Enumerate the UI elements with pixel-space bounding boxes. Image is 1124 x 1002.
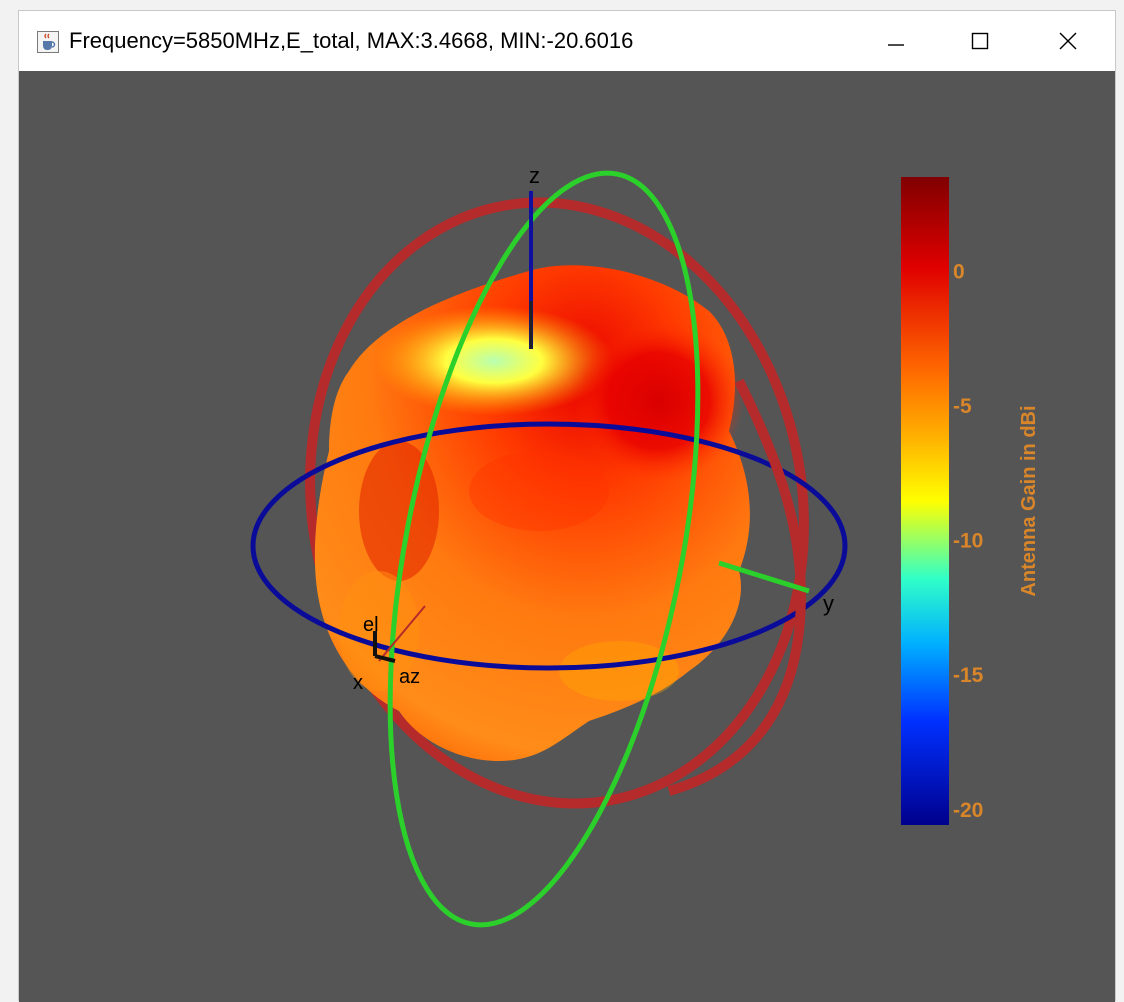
y-axis-line	[718, 560, 810, 594]
window-title: Frequency=5850MHz,E_total, MAX:3.4668, M…	[69, 28, 634, 53]
azimuth-label: az	[399, 666, 420, 688]
java-coffee-cup-icon	[37, 31, 59, 53]
y-axis-label: y	[823, 591, 834, 616]
elevation-ring	[387, 170, 701, 928]
x-axis-line	[378, 605, 426, 662]
radiation-pattern-surface	[314, 265, 750, 761]
colorbar-tick-label: -10	[953, 530, 983, 553]
origin-marker-az	[374, 654, 396, 663]
colorbar-tick-label: -5	[953, 395, 972, 418]
colorbar-ticks: 0 -5 -10 -15 -20	[953, 260, 984, 821]
app-window: Frequency=5850MHz,E_total, MAX:3.4668, M…	[18, 10, 1116, 1002]
maximize-icon	[971, 32, 989, 50]
plot-canvas[interactable]: z y el x az 0 -5 -10 -15 -20 Antenna Gain in…	[19, 71, 1115, 1002]
elevation-label: el	[363, 614, 379, 636]
minimize-button[interactable]	[861, 17, 931, 65]
colorbar-gradient	[901, 177, 949, 825]
radiation-pattern-plot[interactable]: z y el x az 0 -5 -10 -15 -20 Antenna Gain in…	[19, 71, 1115, 1002]
colorbar-tick-label: -20	[953, 799, 983, 822]
close-icon	[1059, 32, 1077, 50]
minimize-icon	[888, 44, 904, 46]
x-axis-label: x	[353, 672, 363, 694]
close-button[interactable]	[1033, 17, 1103, 65]
title-bar[interactable]: Frequency=5850MHz,E_total, MAX:3.4668, M…	[19, 11, 1115, 71]
azimuth-ring	[250, 421, 848, 671]
colorbar: 0 -5 -10 -15 -20 Antenna Gain in dBi	[901, 177, 1040, 825]
red-ring-front	[667, 378, 806, 796]
colorbar-tick-label: -15	[953, 664, 984, 687]
z-axis-label: z	[529, 163, 540, 188]
colorbar-label: Antenna Gain in dBi	[1018, 405, 1040, 596]
maximize-button[interactable]	[945, 17, 1015, 65]
colorbar-tick-label: 0	[953, 260, 965, 283]
